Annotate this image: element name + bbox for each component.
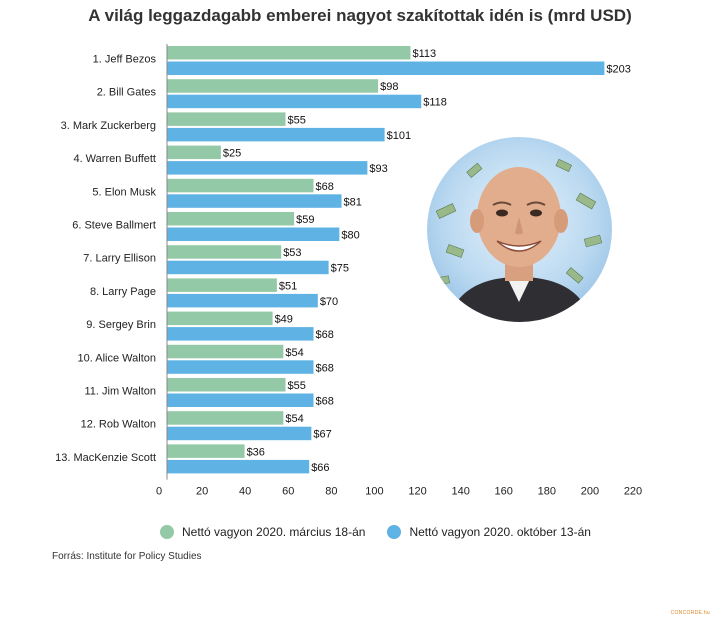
value-label-march-8-larry-page: $51 (279, 280, 297, 292)
legend-swatch-october (387, 525, 402, 539)
category-label-4-warren-buffett: 4. Warren Buffett (73, 153, 156, 165)
bar-march-12-rob-walton (167, 411, 284, 425)
bar-october-13-mackenzie-scott (167, 459, 310, 474)
watermark-logo: CONCORDE.hu (670, 610, 710, 616)
value-label-october-9-sergey-brin: $68 (316, 329, 334, 341)
bar-march-8-larry-page (167, 278, 277, 292)
bar-october-8-larry-page (167, 293, 318, 308)
x-tick-label-80: 80 (325, 486, 337, 498)
value-label-march-12-rob-walton: $54 (285, 413, 303, 425)
bar-march-3-mark-zuckerberg (167, 112, 286, 126)
bar-october-1-jeff-bezos (167, 61, 605, 75)
bar-october-3-mark-zuckerberg (167, 127, 385, 142)
category-label-9-sergey-brin: 9. Sergey Brin (86, 319, 156, 331)
bar-march-9-sergey-brin (167, 311, 273, 326)
value-label-october-12-rob-walton: $67 (313, 429, 331, 441)
bar-october-10-alice-walton (167, 360, 314, 374)
x-tick-label-160: 160 (495, 486, 513, 498)
value-label-march-11-jim-walton: $55 (288, 380, 306, 392)
category-label-1-jeff-bezos: 1. Jeff Bezos (93, 54, 157, 66)
x-tick-label-100: 100 (365, 486, 383, 498)
bar-october-7-larry-ellison (167, 260, 329, 275)
x-tick-label-140: 140 (451, 486, 469, 498)
portrait-illustration (434, 158, 603, 322)
category-label-5-elon-musk: 5. Elon Musk (92, 186, 156, 198)
bar-march-7-larry-ellison (167, 245, 282, 259)
value-label-march-3-mark-zuckerberg: $55 (288, 114, 306, 126)
legend-item-october: Nettó vagyon 2020. október 13-án (387, 525, 591, 539)
bar-october-9-sergey-brin (167, 327, 314, 341)
bar-october-6-steve-ballmert (167, 227, 340, 241)
chart-legend: Nettó vagyon 2020. március 18-án Nettó v… (160, 525, 613, 539)
value-label-march-7-larry-ellison: $53 (283, 247, 301, 259)
bar-march-2-bill-gates (167, 79, 379, 93)
bar-march-13-mackenzie-scott (167, 444, 245, 458)
x-tick-label-200: 200 (581, 486, 599, 498)
legend-swatch-march (160, 525, 174, 539)
legend-label-october: Nettó vagyon 2020. október 13-án (409, 525, 591, 539)
category-label-2-bill-gates: 2. Bill Gates (97, 87, 157, 99)
chart-title: A világ leggazdagabb emberei nagyot szak… (88, 6, 632, 25)
bar-march-5-elon-musk (167, 178, 314, 193)
bar-october-2-bill-gates (167, 94, 422, 109)
x-tick-label-120: 120 (408, 486, 426, 498)
value-label-october-2-bill-gates: $118 (423, 97, 447, 109)
value-label-march-6-steve-ballmert: $59 (296, 214, 314, 226)
category-label-7-larry-ellison: 7. Larry Ellison (83, 253, 156, 265)
x-tick-label-220: 220 (624, 486, 642, 498)
legend-item-march: Nettó vagyon 2020. március 18-án (160, 525, 365, 539)
category-label-10-alice-walton: 10. Alice Walton (78, 352, 156, 364)
category-label-12-rob-walton: 12. Rob Walton (81, 419, 156, 431)
bar-march-1-jeff-bezos (167, 46, 411, 60)
bar-october-5-elon-musk (167, 194, 342, 208)
legend-label-march: Nettó vagyon 2020. március 18-án (182, 525, 366, 539)
bar-october-11-jim-walton (167, 393, 314, 407)
value-label-october-5-elon-musk: $81 (344, 196, 362, 208)
x-tick-label-0: 0 (156, 486, 162, 498)
bar-march-4-warren-buffett (167, 145, 221, 160)
x-tick-label-20: 20 (196, 486, 208, 498)
bar-october-12-rob-walton (167, 426, 312, 441)
value-label-october-3-mark-zuckerberg: $101 (387, 130, 411, 142)
value-label-march-1-jeff-bezos: $113 (412, 48, 436, 60)
x-tick-label-40: 40 (239, 486, 251, 498)
value-label-october-4-warren-buffett: $93 (369, 163, 387, 175)
value-label-october-8-larry-page: $70 (320, 296, 338, 308)
bar-march-6-steve-ballmert (167, 212, 295, 226)
x-tick-label-180: 180 (538, 486, 556, 498)
value-label-october-11-jim-walton: $68 (316, 396, 334, 408)
category-label-13-mackenzie-scott: 13. MacKenzie Scott (55, 452, 156, 464)
bar-march-11-jim-walton (167, 378, 286, 392)
value-label-october-13-mackenzie-scott: $66 (311, 462, 329, 474)
value-label-march-10-alice-walton: $54 (285, 347, 303, 359)
value-label-march-13-mackenzie-scott: $36 (247, 446, 265, 458)
value-label-march-5-elon-musk: $68 (316, 181, 334, 193)
value-label-october-10-alice-walton: $68 (316, 362, 334, 374)
bar-october-4-warren-buffett (167, 161, 368, 175)
portrait-photo (427, 137, 612, 322)
value-label-march-4-warren-buffett: $25 (223, 148, 241, 160)
category-label-6-steve-ballmert: 6. Steve Ballmert (72, 220, 156, 232)
source-note: Forrás: Institute for Policy Studies (52, 551, 202, 562)
value-label-march-9-sergey-brin: $49 (275, 314, 293, 326)
bar-march-10-alice-walton (167, 344, 284, 359)
category-label-11-jim-walton: 11. Jim Walton (84, 386, 156, 398)
value-label-march-2-bill-gates: $98 (380, 81, 398, 93)
x-tick-label-60: 60 (282, 486, 294, 498)
value-label-october-1-jeff-bezos: $203 (606, 64, 630, 76)
value-label-october-7-larry-ellison: $75 (331, 263, 349, 275)
category-label-3-mark-zuckerberg: 3. Mark Zuckerberg (61, 120, 156, 132)
category-label-8-larry-page: 8. Larry Page (90, 286, 156, 298)
value-label-october-6-steve-ballmert: $80 (341, 230, 359, 242)
